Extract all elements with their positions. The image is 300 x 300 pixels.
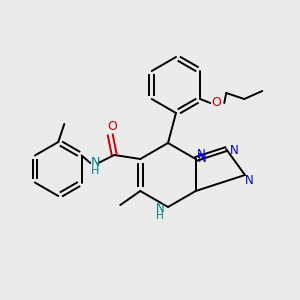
Text: N: N	[91, 155, 100, 169]
Text: H: H	[91, 166, 100, 176]
Text: N: N	[198, 152, 207, 164]
Text: O: O	[107, 121, 117, 134]
Text: N: N	[197, 148, 206, 161]
Text: H: H	[156, 211, 164, 221]
Text: O: O	[211, 97, 221, 110]
Text: N: N	[244, 175, 253, 188]
Text: N: N	[156, 202, 164, 214]
Text: N: N	[230, 144, 239, 157]
